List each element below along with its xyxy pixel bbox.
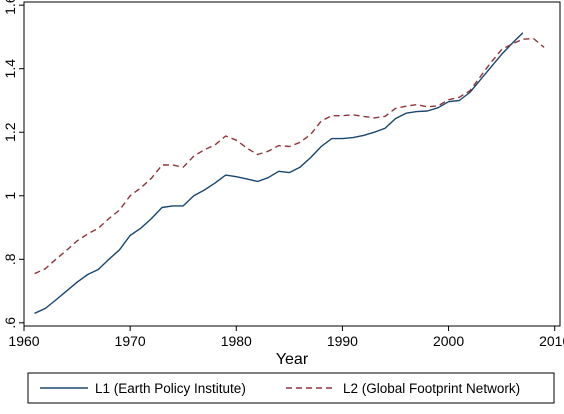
y-tick-label: .6 bbox=[2, 317, 18, 329]
x-tick-label: 1990 bbox=[327, 333, 358, 349]
x-axis-title: Year bbox=[276, 351, 309, 368]
x-tick-label: 2010 bbox=[539, 333, 564, 349]
x-axis: 1960 1970 1980 1990 2000 2010 bbox=[8, 326, 564, 349]
legend: L1 (Earth Policy Institute) L2 (Global Fo… bbox=[27, 372, 555, 404]
y-tick-label: .8 bbox=[2, 253, 18, 265]
x-tick-label: 1970 bbox=[115, 333, 146, 349]
legend-label-1: L1 (Earth Policy Institute) bbox=[95, 381, 246, 396]
plot-area-frame bbox=[23, 1, 561, 327]
y-tick-label: 1.4 bbox=[2, 59, 18, 79]
legend-label-2: L2 (Global Footprint Network) bbox=[343, 381, 520, 396]
series-line-2 bbox=[34, 37, 545, 275]
series-lines bbox=[34, 32, 545, 314]
y-tick-label: 1.6 bbox=[2, 0, 18, 15]
x-tick-label: 1980 bbox=[221, 333, 252, 349]
y-tick-label: 1.2 bbox=[2, 122, 18, 142]
y-tick-label: 1 bbox=[2, 192, 18, 200]
x-tick-label: 2000 bbox=[433, 333, 464, 349]
series-line-1 bbox=[34, 32, 524, 314]
x-tick-label: 1960 bbox=[8, 333, 39, 349]
y-axis: .6 .8 1 1.2 1.4 1.6 bbox=[2, 0, 24, 329]
